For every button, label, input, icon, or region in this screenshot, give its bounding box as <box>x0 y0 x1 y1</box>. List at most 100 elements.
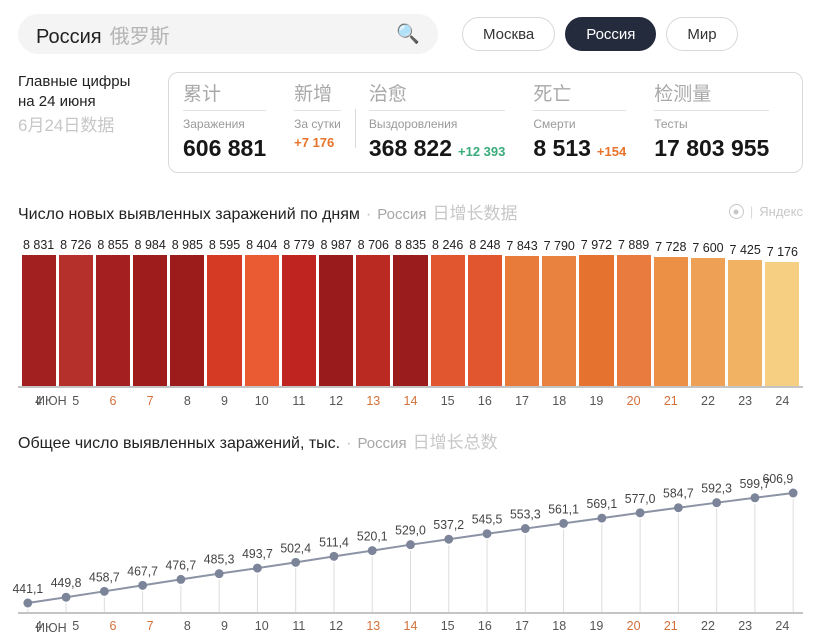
bar-rect[interactable] <box>170 255 204 386</box>
line-chart-point-12[interactable] <box>330 552 339 561</box>
bar-item-4[interactable]: 8 831 <box>22 238 56 386</box>
bar-rect[interactable] <box>282 255 316 386</box>
line-chart-point-4[interactable] <box>23 599 32 608</box>
bar-item-17[interactable]: 7 843 <box>505 238 539 386</box>
line-chart-point-13[interactable] <box>368 546 377 555</box>
line-chart-value-label: 561,1 <box>548 502 579 516</box>
bar-rect[interactable] <box>765 262 799 386</box>
line-axis-label-10: 10 <box>243 619 280 633</box>
stat-col-new: 新增 За сутки +7 176 <box>280 79 355 162</box>
line-chart-value-label: 476,7 <box>166 558 197 572</box>
bar-rect[interactable] <box>468 255 502 386</box>
search-icon[interactable]: 🔍 <box>396 22 420 46</box>
bar-rect[interactable] <box>96 255 130 386</box>
bar-value-label: 8 779 <box>283 238 314 252</box>
bar-rect[interactable] <box>431 255 465 386</box>
bar-item-15[interactable]: 8 246 <box>431 238 465 386</box>
bar-item-13[interactable]: 8 706 <box>356 238 390 386</box>
main-container: Россия 俄罗斯 🔍 Москва Россия Мир Главные ц… <box>0 0 821 628</box>
bar-rect[interactable] <box>59 255 93 386</box>
bar-rect[interactable] <box>22 255 56 386</box>
bar-rect[interactable] <box>133 255 167 386</box>
bar-chart[interactable]: ИЮН 8 831 8 726 8 855 8 984 8 985 8 595 8 404 8… <box>18 238 803 388</box>
line-chart-point-24[interactable] <box>789 489 798 498</box>
bar-axis-label-21: 21 <box>654 394 688 408</box>
tab-russia[interactable]: Россия <box>565 17 656 51</box>
bar-rect[interactable] <box>245 255 279 386</box>
line-chart-point-5[interactable] <box>62 593 71 602</box>
line-chart[interactable]: ИЮН 441,1 449,8 458,7 467,7 476,7 485,3 493,7 5… <box>18 463 803 613</box>
line-chart-point-23[interactable] <box>751 493 760 502</box>
bar-item-23[interactable]: 7 425 <box>728 238 762 386</box>
bar-item-12[interactable]: 8 987 <box>319 238 353 386</box>
line-chart-point-10[interactable] <box>253 564 262 573</box>
line-chart-point-9[interactable] <box>215 569 224 578</box>
line-axis-label-20: 20 <box>615 619 652 633</box>
stat-value-recovered: 368 822 <box>369 135 452 162</box>
line-chart-point-18[interactable] <box>559 519 568 528</box>
bar-item-21[interactable]: 7 728 <box>654 238 688 386</box>
bar-axis-label-19: 19 <box>579 394 613 408</box>
search-title-cn: 俄罗斯 <box>110 20 170 49</box>
bar-item-10[interactable]: 8 404 <box>245 238 279 386</box>
bar-rect[interactable] <box>393 255 427 386</box>
bar-value-label: 7 889 <box>618 238 649 252</box>
line-chart-value-label: 529,0 <box>395 524 426 538</box>
line-chart-value-label: 458,7 <box>89 570 120 584</box>
bar-value-label: 8 835 <box>395 238 426 252</box>
bar-rect[interactable] <box>319 255 353 386</box>
tab-moscow[interactable]: Москва <box>462 17 555 51</box>
line-chart-point-11[interactable] <box>291 558 300 567</box>
bar-rect[interactable] <box>505 256 539 386</box>
line-axis-label-7: 7 <box>132 619 169 633</box>
bar-rect[interactable] <box>691 258 725 386</box>
bar-rect[interactable] <box>207 255 241 386</box>
line-chart-point-8[interactable] <box>176 575 185 584</box>
search-input[interactable]: Россия 俄罗斯 🔍 <box>18 14 438 54</box>
bar-item-5[interactable]: 8 726 <box>59 238 93 386</box>
bar-rect[interactable] <box>617 255 651 386</box>
line-chart-point-21[interactable] <box>674 503 683 512</box>
yandex-logo-icon <box>729 204 744 219</box>
line-chart-point-16[interactable] <box>483 529 492 538</box>
bar-rect[interactable] <box>728 260 762 386</box>
bar-axis-label-13: 13 <box>356 394 390 408</box>
line-chart-point-17[interactable] <box>521 524 530 533</box>
bar-axis-label-12: 12 <box>319 394 353 408</box>
line-chart-point-20[interactable] <box>636 508 645 517</box>
bar-item-16[interactable]: 8 248 <box>468 238 502 386</box>
main-title: Главные цифры на 24 июня 6月24日数据 <box>18 72 168 137</box>
line-chart-point-7[interactable] <box>138 581 147 590</box>
bar-rect[interactable] <box>654 257 688 386</box>
bar-value-label: 8 706 <box>358 238 389 252</box>
bar-item-8[interactable]: 8 985 <box>170 238 204 386</box>
bar-item-14[interactable]: 8 835 <box>393 238 427 386</box>
bar-item-7[interactable]: 8 984 <box>133 238 167 386</box>
bar-item-18[interactable]: 7 790 <box>542 238 576 386</box>
bar-item-9[interactable]: 8 595 <box>207 238 241 386</box>
bar-rect[interactable] <box>356 255 390 386</box>
bar-item-11[interactable]: 8 779 <box>282 238 316 386</box>
line-chart-point-22[interactable] <box>712 498 721 507</box>
stat-value-infected: 606 881 <box>183 135 266 162</box>
bar-item-22[interactable]: 7 600 <box>691 238 725 386</box>
bar-item-24[interactable]: 7 176 <box>765 238 799 386</box>
line-chart-point-15[interactable] <box>444 535 453 544</box>
bar-value-label: 8 855 <box>97 238 128 252</box>
bar-value-label: 8 987 <box>320 238 351 252</box>
bar-axis-label-7: 7 <box>133 394 167 408</box>
bar-rect[interactable] <box>542 256 576 386</box>
header-row: Россия 俄罗斯 🔍 Москва Россия Мир <box>18 14 803 54</box>
line-chart-point-6[interactable] <box>100 587 109 596</box>
bar-item-6[interactable]: 8 855 <box>96 238 130 386</box>
line-chart-point-14[interactable] <box>406 540 415 549</box>
bar-chart-header: Число новых выявленных заражений по дням… <box>18 199 803 224</box>
bar-axis-label-17: 17 <box>505 394 539 408</box>
bar-item-19[interactable]: 7 972 <box>579 238 613 386</box>
bar-rect[interactable] <box>579 255 613 386</box>
line-chart-point-19[interactable] <box>597 514 606 523</box>
bar-value-label: 8 831 <box>23 238 54 252</box>
bar-item-20[interactable]: 7 889 <box>617 238 651 386</box>
tab-world[interactable]: Мир <box>666 17 737 51</box>
line-axis-label-18: 18 <box>541 619 578 633</box>
